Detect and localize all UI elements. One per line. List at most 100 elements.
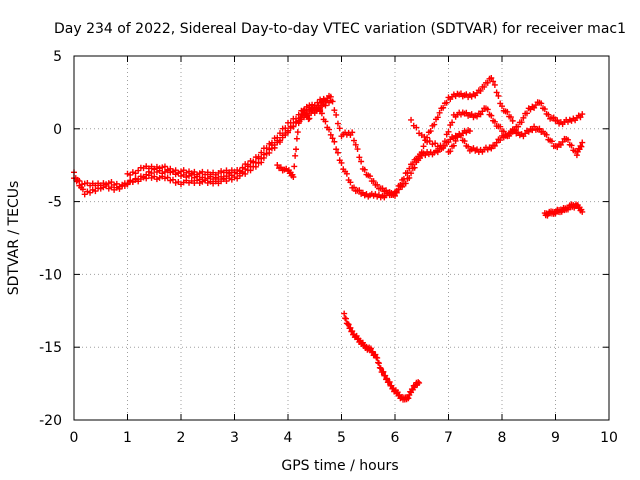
y-tick-label: -10 [39,267,62,283]
data-point [515,123,522,130]
data-point [420,143,427,150]
data-point [541,106,548,113]
data-point [343,170,350,177]
data-point [260,154,267,161]
data-point [579,139,586,146]
x-tick-label: 7 [444,430,453,446]
data-point [329,135,336,142]
data-point [347,324,354,331]
data-point [507,114,514,121]
data-point [520,114,527,121]
data-point [296,118,303,125]
data-point [301,107,308,114]
data-point [358,158,365,165]
data-point [415,379,422,386]
data-point [504,108,511,115]
data-point [452,137,459,144]
data-point [291,163,298,170]
data-point [416,379,423,386]
data-point [443,99,450,106]
data-point [481,83,488,90]
data-point [309,104,316,111]
data-point [468,111,475,118]
grid-lines [74,56,609,420]
data-point [422,152,429,159]
data-point [411,164,418,171]
data-point [333,146,340,153]
data-point [392,192,398,199]
data-point [457,132,464,139]
y-axis-label: SDTVAR / TECUs [6,181,22,296]
data-point [380,368,387,375]
y-tick-label: 0 [53,122,62,138]
data-point [334,149,341,156]
data-point [564,136,571,143]
data-point [434,149,441,156]
data-point [322,118,329,125]
data-point [466,128,473,135]
data-point [350,184,357,191]
data-point [543,131,550,138]
data-point [461,138,468,145]
data-point [361,166,368,173]
data-point [463,109,470,116]
data-point [497,137,504,144]
data-point [327,131,334,138]
data-point [488,74,495,81]
chart-title: Day 234 of 2022, Sidereal Day-to-day VTE… [54,21,626,37]
data-point [491,142,498,149]
data-point [408,116,415,123]
data-point [164,174,171,181]
data-point [406,174,413,181]
data-point [331,138,338,145]
data-point [450,142,457,149]
data-point [250,158,257,165]
data-point [440,144,447,151]
data-point [404,169,411,176]
data-point [258,149,265,156]
data-point [352,141,359,148]
data-point [577,142,584,149]
data-point [432,140,439,147]
x-tick-label: 0 [70,430,79,446]
data-point [497,123,504,130]
series-dip-after-peak [306,74,516,201]
data-points [71,74,586,403]
data-point [436,109,443,116]
data-point [488,145,495,152]
data-point [287,119,294,126]
data-point [349,328,356,335]
data-point [345,321,352,328]
data-point [477,87,484,94]
data-point [356,154,363,161]
data-point [306,102,313,109]
data-point [367,345,374,352]
data-point [282,125,289,132]
data-point [305,116,312,123]
data-point [293,146,300,153]
data-point [276,130,283,137]
data-point [276,139,283,146]
data-point [413,124,420,131]
data-point [279,134,286,141]
data-point [440,104,447,111]
data-point [577,114,584,121]
series-right-lower [445,123,586,159]
data-point [536,125,543,132]
x-tick-label: 10 [600,430,618,446]
data-point [441,138,448,145]
data-point [285,129,291,136]
data-point [495,92,502,99]
y-tick-label: -20 [39,413,62,429]
data-point [427,128,434,135]
data-point [493,89,500,96]
data-point [488,112,495,119]
data-point [484,79,491,86]
series-left-spur [274,107,313,180]
data-point [297,114,304,121]
data-point [326,126,333,133]
data-point [406,165,413,172]
data-point [554,117,561,124]
